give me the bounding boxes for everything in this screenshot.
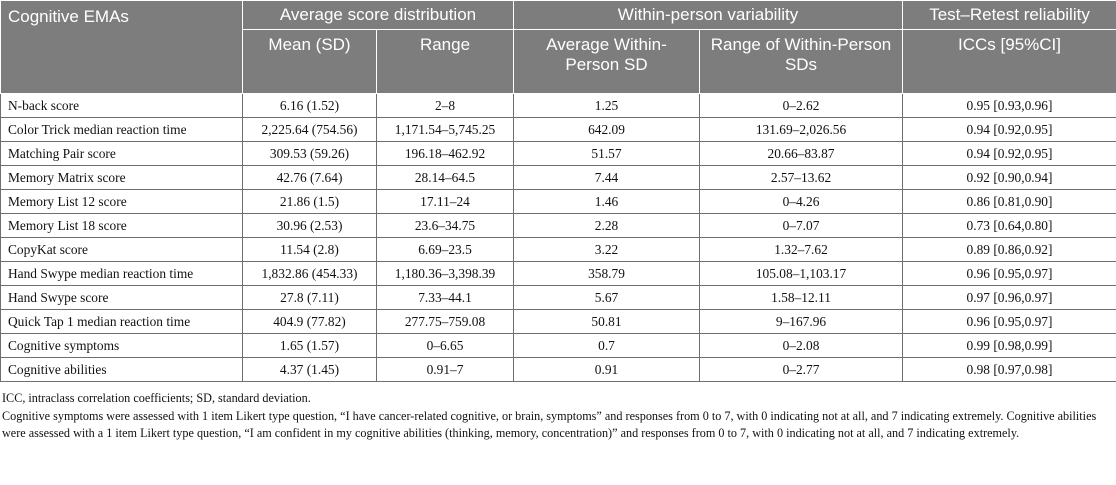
table-row: Quick Tap 1 median reaction time 404.9 (7… <box>0 309 1116 334</box>
cell-average-within-person-sd: 1.46 <box>513 189 700 214</box>
header-within-person-variability: Within-person variability <box>512 0 904 30</box>
cell-icc: 0.98 [0.97,0.98] <box>902 357 1116 382</box>
cell-average-within-person-sd: 51.57 <box>513 141 700 166</box>
cell-range: 1,171.54–5,745.25 <box>376 117 514 142</box>
cell-ema-name: Color Trick median reaction time <box>0 117 243 142</box>
table-row: CopyKat score 11.54 (2.8) 6.69–23.5 3.22 1.3… <box>0 237 1116 262</box>
cell-range: 28.14–64.5 <box>376 165 514 190</box>
header-cognitive-emas: Cognitive EMAs <box>0 0 243 94</box>
cell-average-within-person-sd: 0.91 <box>513 357 700 382</box>
cell-mean-sd: 4.37 (1.45) <box>242 357 377 382</box>
cell-ema-name: N-back score <box>0 93 243 118</box>
cell-icc: 0.89 [0.86,0.92] <box>902 237 1116 262</box>
table-row: Memory List 18 score 30.96 (2.53) 23.6–34.… <box>0 213 1116 238</box>
cell-mean-sd: 27.8 (7.11) <box>242 285 377 310</box>
cell-range: 17.11–24 <box>376 189 514 214</box>
cell-mean-sd: 30.96 (2.53) <box>242 213 377 238</box>
cell-mean-sd: 6.16 (1.52) <box>242 93 377 118</box>
cell-range-within-person-sds: 0–7.07 <box>698 213 904 238</box>
cognitive-ema-table: Cognitive EMAs Average score distributio… <box>0 0 1116 382</box>
cell-ema-name: Memory List 18 score <box>0 213 243 238</box>
cell-icc: 0.92 [0.90,0.94] <box>902 165 1116 190</box>
cell-mean-sd: 42.76 (7.64) <box>242 165 377 190</box>
cell-icc: 0.73 [0.64,0.80] <box>902 213 1116 238</box>
cell-icc: 0.99 [0.98,0.99] <box>902 333 1116 358</box>
header-average-score-distribution: Average score distribution <box>242 0 514 30</box>
table-row: Cognitive symptoms 1.65 (1.57) 0–6.65 0.7 0–… <box>0 333 1116 358</box>
cell-average-within-person-sd: 642.09 <box>513 117 700 142</box>
cell-mean-sd: 11.54 (2.8) <box>242 237 377 262</box>
cell-ema-name: Matching Pair score <box>0 141 243 166</box>
cell-mean-sd: 1,832.86 (454.33) <box>242 261 377 286</box>
cell-ema-name: CopyKat score <box>0 237 243 262</box>
cell-ema-name: Quick Tap 1 median reaction time <box>0 309 243 334</box>
cell-ema-name: Memory Matrix score <box>0 165 243 190</box>
table-row: Hand Swype median reaction time 1,832.86 … <box>0 261 1116 286</box>
cell-average-within-person-sd: 2.28 <box>513 213 700 238</box>
cell-ema-name: Hand Swype score <box>0 285 243 310</box>
cell-range-within-person-sds: 20.66–83.87 <box>698 141 904 166</box>
cell-range: 6.69–23.5 <box>376 237 514 262</box>
cell-range: 196.18–462.92 <box>376 141 514 166</box>
cell-range: 2–8 <box>376 93 514 118</box>
cell-average-within-person-sd: 5.67 <box>513 285 700 310</box>
cell-icc: 0.95 [0.93,0.96] <box>902 93 1116 118</box>
header-average-within-person-sd: Average Within-Person SD <box>513 29 700 94</box>
cell-range: 0.91–7 <box>376 357 514 382</box>
cell-icc: 0.94 [0.92,0.95] <box>902 117 1116 142</box>
table-row: Cognitive abilities 4.37 (1.45) 0.91–7 0.91… <box>0 357 1116 382</box>
table-row: N-back score 6.16 (1.52) 2–8 1.25 0–2.62 0.95… <box>0 93 1116 118</box>
cell-icc: 0.96 [0.95,0.97] <box>902 261 1116 286</box>
table-row: Memory Matrix score 42.76 (7.64) 28.14–64.… <box>0 165 1116 190</box>
table-footnotes: ICC, intraclass correlation coefficients… <box>0 382 1116 443</box>
cell-range-within-person-sds: 1.32–7.62 <box>698 237 904 262</box>
cell-mean-sd: 404.9 (77.82) <box>242 309 377 334</box>
table-header: Cognitive EMAs Average score distributio… <box>0 0 1116 94</box>
cell-range-within-person-sds: 0–2.08 <box>698 333 904 358</box>
cell-average-within-person-sd: 1.25 <box>513 93 700 118</box>
footnote-note: Cognitive symptoms were assessed with 1 … <box>2 408 1097 441</box>
cell-icc: 0.96 [0.95,0.97] <box>902 309 1116 334</box>
cell-mean-sd: 2,225.64 (754.56) <box>242 117 377 142</box>
cell-range: 277.75–759.08 <box>376 309 514 334</box>
cell-range-within-person-sds: 2.57–13.62 <box>698 165 904 190</box>
cell-range-within-person-sds: 0–4.26 <box>698 189 904 214</box>
cell-ema-name: Hand Swype median reaction time <box>0 261 243 286</box>
cell-icc: 0.86 [0.81,0.90] <box>902 189 1116 214</box>
header-range-within-person-sds: Range of Within-Person SDs <box>698 29 904 94</box>
table-row: Hand Swype score 27.8 (7.11) 7.33–44.1 5.67… <box>0 285 1116 310</box>
header-mean-sd: Mean (SD) <box>242 29 377 94</box>
header-test-retest-reliability: Test–Retest reliability <box>902 0 1116 30</box>
cell-range: 1,180.36–3,398.39 <box>376 261 514 286</box>
header-iccs: ICCs [95%CI] <box>902 29 1116 94</box>
cell-range: 0–6.65 <box>376 333 514 358</box>
cell-icc: 0.94 [0.92,0.95] <box>902 141 1116 166</box>
cell-average-within-person-sd: 358.79 <box>513 261 700 286</box>
cell-icc: 0.97 [0.96,0.97] <box>902 285 1116 310</box>
cell-range-within-person-sds: 1.58–12.11 <box>698 285 904 310</box>
cell-ema-name: Cognitive symptoms <box>0 333 243 358</box>
cell-average-within-person-sd: 3.22 <box>513 237 700 262</box>
cell-range-within-person-sds: 0–2.62 <box>698 93 904 118</box>
cell-range-within-person-sds: 105.08–1,103.17 <box>698 261 904 286</box>
cell-range-within-person-sds: 9–167.96 <box>698 309 904 334</box>
cell-ema-name: Cognitive abilities <box>0 357 243 382</box>
cell-average-within-person-sd: 0.7 <box>513 333 700 358</box>
table-body: N-back score 6.16 (1.52) 2–8 1.25 0–2.62 0.95… <box>0 93 1116 382</box>
cell-range-within-person-sds: 131.69–2,026.56 <box>698 117 904 142</box>
header-range: Range <box>376 29 514 94</box>
cell-mean-sd: 309.53 (59.26) <box>242 141 377 166</box>
cell-range: 23.6–34.75 <box>376 213 514 238</box>
footnote-abbreviations: ICC, intraclass correlation coefficients… <box>2 391 311 405</box>
cell-ema-name: Memory List 12 score <box>0 189 243 214</box>
table-row: Matching Pair score 309.53 (59.26) 196.18–… <box>0 141 1116 166</box>
cell-mean-sd: 21.86 (1.5) <box>242 189 377 214</box>
cell-average-within-person-sd: 50.81 <box>513 309 700 334</box>
cell-average-within-person-sd: 7.44 <box>513 165 700 190</box>
cell-mean-sd: 1.65 (1.57) <box>242 333 377 358</box>
table-row: Memory List 12 score 21.86 (1.5) 17.11–24 1… <box>0 189 1116 214</box>
cell-range-within-person-sds: 0–2.77 <box>698 357 904 382</box>
table-row: Color Trick median reaction time 2,225.64… <box>0 117 1116 142</box>
cell-range: 7.33–44.1 <box>376 285 514 310</box>
